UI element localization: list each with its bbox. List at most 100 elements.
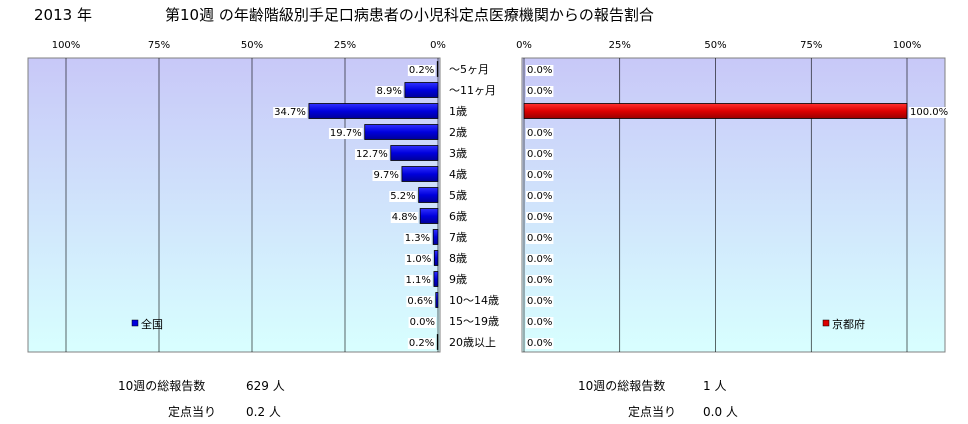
- right-x-tick-label: 50%: [704, 40, 726, 51]
- age-category-label-bg: [447, 336, 498, 349]
- left-data-label-bg: [375, 86, 403, 97]
- right-data-label-bg: [526, 233, 554, 244]
- age-category-label: 4歳: [449, 168, 467, 181]
- left-bar: [433, 250, 439, 266]
- age-category-label: ～11ヶ月: [449, 84, 496, 97]
- right-x-tick-label: 75%: [800, 40, 822, 51]
- right-data-label: 0.0%: [527, 191, 552, 202]
- left-data-label: 1.0%: [406, 254, 431, 265]
- left-data-label: 4.8%: [392, 212, 417, 223]
- left-data-label-bg: [273, 107, 307, 118]
- left-bar: [404, 82, 439, 98]
- left-data-label: 19.7%: [330, 128, 362, 139]
- left-data-label-bg: [372, 170, 400, 181]
- age-category-label: 20歳以上: [449, 336, 496, 349]
- age-category-label: 3歳: [449, 147, 467, 160]
- age-category-label: 6歳: [449, 210, 467, 223]
- left-bar: [432, 229, 439, 245]
- right-data-label: 0.0%: [527, 317, 552, 328]
- age-category-label: 10～14歳: [449, 294, 499, 307]
- right-data-label-bg: [526, 65, 554, 76]
- right-reports-label: 10週の総報告数: [578, 379, 666, 393]
- left-data-label: 0.2%: [409, 65, 434, 76]
- right-data-label-bg: [526, 317, 554, 328]
- year-label: 2013 年: [34, 6, 92, 24]
- age-category-label: 2歳: [449, 126, 467, 139]
- left-data-label-bg: [390, 212, 419, 223]
- right-x-tick-label: 100%: [893, 40, 922, 51]
- age-category-label-bg: [447, 273, 469, 286]
- left-per-site-label: 定点当り: [168, 405, 217, 419]
- left-data-label-bg: [403, 233, 432, 244]
- right-data-label: 0.0%: [527, 254, 552, 265]
- right-data-label: 0.0%: [527, 86, 552, 97]
- left-legend-label: 全国: [141, 317, 163, 331]
- left-data-label: 0.6%: [407, 296, 432, 307]
- age-category-label: 5歳: [449, 189, 467, 202]
- age-category-label: 15～19歳: [449, 315, 499, 328]
- age-category-label: ～5ヶ月: [449, 63, 489, 76]
- right-data-label-bg: [526, 275, 554, 286]
- right-data-label-bg: [526, 254, 554, 265]
- left-data-label-bg: [407, 65, 436, 76]
- right-data-label: 100.0%: [910, 107, 948, 118]
- age-category-label-bg: [447, 252, 469, 265]
- left-bar: [364, 124, 439, 140]
- right-data-label: 0.0%: [527, 128, 552, 139]
- right-x-tick-label: 0%: [516, 40, 532, 51]
- left-per-site-value: 0.2 人: [246, 405, 281, 419]
- national-plot: 100% 75% 50% 25% 0% 0.2% 8.9% 34.7% 19.7% 12.7% 9.…: [27, 40, 446, 353]
- kyoto-plot: 0% 25% 50% 75% 100% 0.0% 0.0% 100.0% 0.0% 0.0% 0.0…: [516, 40, 950, 353]
- left-data-label: 12.7%: [356, 149, 388, 160]
- left-x-tick-label: 50%: [241, 40, 263, 51]
- right-data-label-bg: [526, 212, 554, 223]
- age-category-label: 8歳: [449, 252, 467, 265]
- left-bar: [308, 103, 439, 119]
- left-data-label-bg: [407, 338, 436, 349]
- left-data-label: 9.7%: [374, 170, 399, 181]
- age-category-label-bg: [447, 231, 469, 244]
- left-data-label: 8.9%: [376, 86, 401, 97]
- left-reports-value: 629 人: [246, 379, 285, 393]
- right-bar: [523, 103, 908, 119]
- right-data-label-bg: [909, 107, 950, 118]
- left-data-label: 5.2%: [390, 191, 415, 202]
- left-x-tick-label: 0%: [430, 40, 446, 51]
- left-x-tick-label: 25%: [334, 40, 356, 51]
- left-data-label-bg: [404, 275, 432, 286]
- age-category-label-bg: [447, 126, 469, 139]
- left-reports-label: 10週の総報告数: [118, 379, 206, 393]
- age-category-label-bg: [447, 294, 501, 307]
- left-data-label: 0.2%: [409, 338, 434, 349]
- age-category-label-bg: [447, 147, 469, 160]
- right-per-site-value: 0.0 人: [703, 405, 738, 419]
- right-data-label-bg: [526, 338, 554, 349]
- left-data-label: 0.0%: [410, 317, 435, 328]
- right-data-label-bg: [526, 128, 554, 139]
- age-category-label: 1歳: [449, 105, 467, 118]
- left-bar: [436, 334, 439, 350]
- right-legend-label: 京都府: [832, 317, 865, 331]
- age-category-label-bg: [447, 168, 469, 181]
- age-category-label-bg: [447, 63, 491, 76]
- right-data-label: 0.0%: [527, 65, 552, 76]
- age-category-label-bg: [447, 189, 469, 202]
- left-data-label: 34.7%: [274, 107, 306, 118]
- left-data-label: 1.1%: [406, 275, 431, 286]
- right-data-label: 0.0%: [527, 233, 552, 244]
- left-data-label-bg: [354, 149, 389, 160]
- left-x-tick-label: 75%: [148, 40, 170, 51]
- age-category-label: 7歳: [449, 231, 467, 244]
- right-x-tick-label: 25%: [609, 40, 631, 51]
- right-legend-swatch: [822, 319, 830, 327]
- left-x-tick-label: 100%: [52, 40, 81, 51]
- left-bar: [401, 166, 439, 182]
- age-category-labels: ～5ヶ月 ～11ヶ月 1歳 2歳 3歳 4歳 5歳 6歳 7歳 8歳 9歳 10～14歳 15～19歳 2…: [447, 63, 501, 349]
- age-category-label-bg: [447, 210, 469, 223]
- chart-title: 第10週 の年齢階級別手足口病患者の小児科定点医療機関からの報告割合: [165, 6, 654, 24]
- right-reports-value: 1 人: [703, 379, 727, 393]
- left-plot-background: [27, 57, 441, 353]
- left-bar: [433, 271, 439, 287]
- right-data-label-bg: [526, 86, 554, 97]
